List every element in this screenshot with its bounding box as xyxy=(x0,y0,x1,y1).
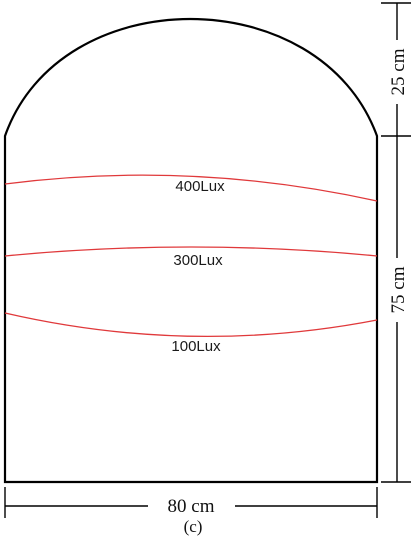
housing-outline xyxy=(3,18,379,484)
isoline-300lux-label: 300Lux xyxy=(173,252,223,269)
isoline-400lux xyxy=(4,174,378,202)
isoline-400lux-label: 400Lux xyxy=(175,178,225,195)
isoline-100lux xyxy=(4,312,378,338)
body-height-label: 75 cm xyxy=(388,266,409,313)
figure-caption: (c) xyxy=(184,517,203,536)
isoline-100lux-label: 100Lux xyxy=(171,338,221,355)
arch-height-label: 25 cm xyxy=(388,48,409,95)
isoline-300lux xyxy=(4,246,378,257)
width-label: 80 cm xyxy=(168,496,215,517)
